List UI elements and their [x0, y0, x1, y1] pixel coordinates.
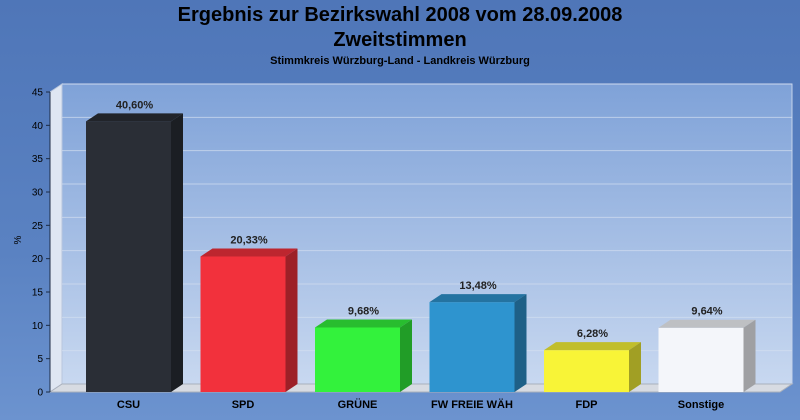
- bar-fdp: [544, 342, 641, 392]
- bar-csu: [86, 113, 183, 392]
- bar-side: [514, 294, 527, 392]
- data-label: 13,48%: [459, 280, 497, 292]
- bar-front: [658, 327, 744, 392]
- bar-front: [315, 327, 400, 392]
- chart-subtitle: Stimmkreis Würzburg-Land - Landkreis Wür…: [270, 55, 530, 67]
- x-tick-label: Sonstige: [678, 399, 724, 411]
- plot-left-wall: [49, 83, 63, 393]
- bar-top: [86, 113, 183, 122]
- y-axis-label: %: [13, 235, 24, 244]
- bar-top: [658, 319, 756, 328]
- bar-side: [400, 319, 412, 392]
- x-tick-label: SPD: [232, 399, 255, 411]
- bar-front: [544, 350, 629, 392]
- data-label: 9,68%: [348, 305, 379, 317]
- bar-side: [743, 319, 756, 392]
- bar-gr-ne: [315, 319, 412, 392]
- data-label: 6,28%: [577, 328, 608, 340]
- y-tick-label: 15: [32, 288, 44, 299]
- bar-side: [629, 342, 641, 392]
- bar-front: [200, 256, 286, 392]
- data-label: 40,60%: [116, 99, 154, 111]
- bar-top: [315, 319, 412, 328]
- y-tick-label: 5: [37, 354, 43, 365]
- chart-title-line2: Zweitstimmen: [333, 29, 467, 51]
- bar-top: [429, 294, 527, 303]
- y-tick-label: 45: [32, 88, 44, 99]
- x-tick-label: GRÜNE: [338, 398, 378, 411]
- x-tick-label: FDP: [576, 399, 598, 411]
- bar-side: [285, 248, 298, 392]
- data-label: 9,64%: [691, 306, 722, 318]
- y-tick-label: 40: [32, 121, 44, 132]
- y-tick-label: 25: [32, 221, 44, 232]
- bar-spd: [200, 248, 298, 392]
- y-tick-label: 0: [37, 388, 43, 399]
- y-tick-label: 35: [32, 154, 44, 165]
- data-label: 20,33%: [230, 234, 268, 246]
- chart-title: Ergebnis zur Bezirkswahl 2008 vom 28.09.…: [177, 4, 623, 26]
- bar-front: [86, 121, 171, 392]
- bar-top: [200, 248, 298, 257]
- y-tick-label: 20: [32, 254, 44, 265]
- bar-front: [429, 302, 515, 392]
- y-tick-label: 10: [32, 321, 44, 332]
- y-tick-label: 30: [32, 188, 44, 199]
- x-tick-label: FW FREIE WÄH: [431, 398, 513, 411]
- bar-side: [171, 113, 183, 392]
- bar-top: [544, 342, 641, 351]
- x-tick-label: CSU: [117, 399, 140, 411]
- bar-sonstige: [658, 319, 756, 392]
- bar-fw-freie-w-h: [429, 294, 527, 392]
